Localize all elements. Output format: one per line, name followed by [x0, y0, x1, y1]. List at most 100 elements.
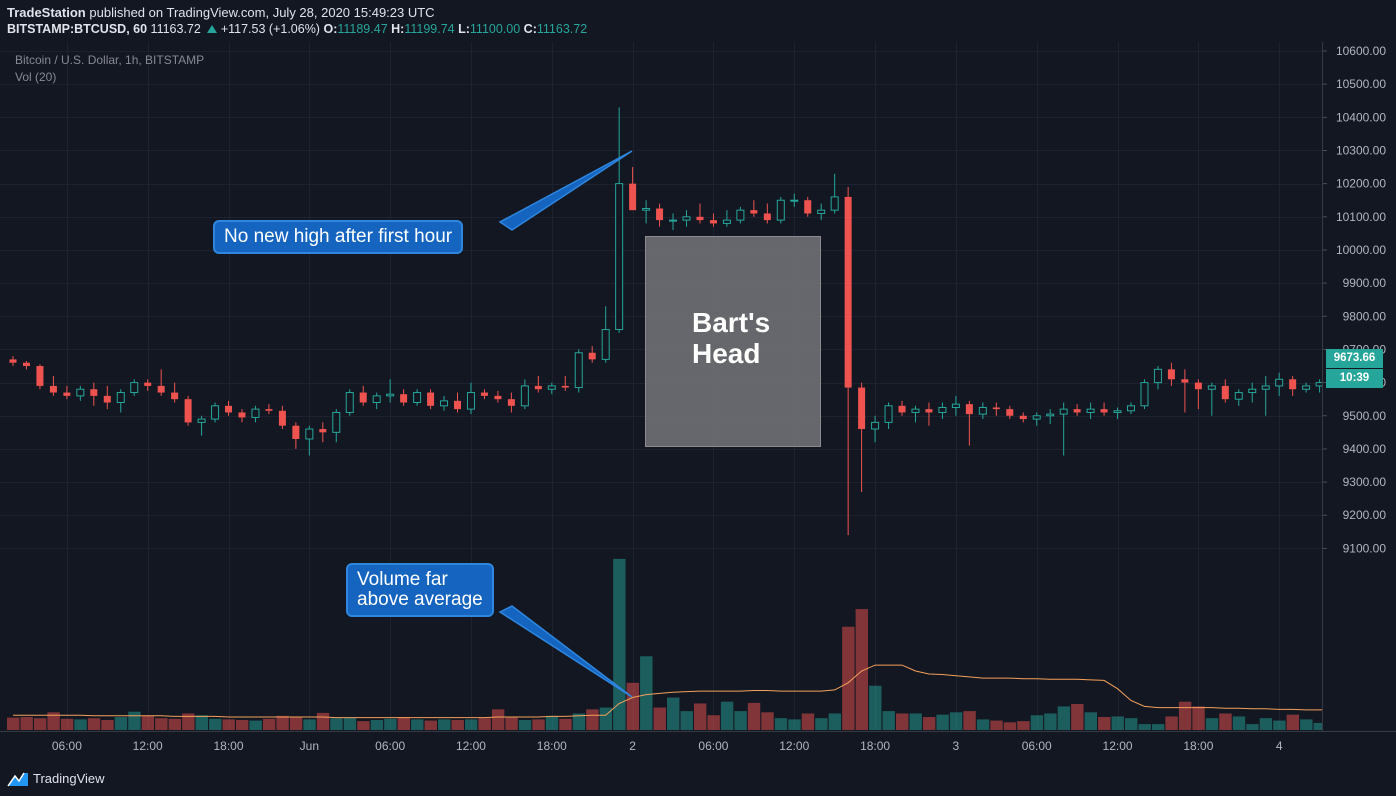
candle — [1059, 402, 1068, 456]
candle — [197, 415, 206, 436]
candle-body — [629, 183, 637, 211]
candle-body — [63, 392, 71, 396]
volume-bar — [855, 609, 869, 730]
candle-body — [90, 389, 98, 396]
candle-body — [709, 220, 717, 224]
candle — [642, 200, 651, 224]
candle — [36, 364, 44, 390]
barts-head-box[interactable]: Bart's Head — [645, 236, 821, 447]
candle-body — [858, 387, 866, 430]
volume-bar — [788, 719, 801, 730]
candle — [1261, 375, 1270, 416]
price-tick-label: 9500.00 — [1343, 409, 1387, 423]
high-value: 11199.74 — [404, 22, 455, 36]
time-tick-label: 12:00 — [133, 739, 163, 753]
footer: TradingView — [0, 764, 1396, 796]
time-tick-label: 3 — [953, 739, 960, 753]
last-price: 11163.72 — [150, 22, 201, 36]
series-legend[interactable]: Bitcoin / U.S. Dollar, 1h, BITSTAMP — [15, 53, 205, 67]
candle — [830, 173, 839, 214]
open-value: 11189.47 — [337, 22, 388, 36]
volume-bar — [1044, 713, 1057, 730]
symbol-label[interactable]: BITSTAMP:BTCUSD, 60 — [7, 22, 148, 36]
candle — [1181, 369, 1189, 413]
candle — [682, 210, 691, 227]
candle — [669, 213, 678, 231]
candle-body — [400, 394, 408, 403]
candle — [750, 200, 758, 217]
candle — [372, 392, 381, 410]
candle-body — [372, 395, 381, 403]
volume-bar — [1313, 722, 1326, 730]
candle-body — [413, 392, 422, 403]
candle-body — [1153, 368, 1162, 384]
candle-body — [319, 429, 327, 433]
candle-body — [386, 393, 395, 397]
candle-body — [804, 200, 812, 214]
volume-bar — [1057, 706, 1071, 730]
candle-body — [1207, 385, 1216, 390]
volume-bar — [1071, 704, 1084, 730]
candle-body — [656, 208, 664, 221]
candle — [480, 389, 488, 400]
volume-bar — [384, 718, 397, 730]
volume-legend[interactable]: Vol (20) — [15, 70, 57, 84]
low-label: L: — [458, 22, 470, 36]
candle — [116, 389, 125, 413]
candle — [696, 203, 704, 224]
volume-bar — [357, 721, 370, 730]
tradingview-brand[interactable]: TradingView — [33, 771, 105, 786]
volume-bar — [922, 717, 936, 730]
volume-bar — [316, 712, 330, 730]
volume-bar — [289, 717, 303, 730]
candle — [925, 402, 933, 426]
candle-body — [763, 213, 771, 221]
volume-bar — [47, 712, 60, 730]
candle — [144, 379, 152, 391]
volume-bar — [209, 718, 222, 730]
candle-body — [1167, 369, 1175, 380]
volume-bar — [1246, 724, 1259, 730]
publish-info: TradeStation published on TradingView.co… — [7, 5, 435, 20]
volume-bar — [734, 711, 747, 730]
volume-bar — [640, 656, 653, 730]
candle-body — [871, 421, 880, 430]
volume-bar — [87, 718, 101, 730]
candle — [507, 392, 515, 413]
candle — [534, 375, 542, 393]
chart-header: TradeStation published on TradingView.co… — [0, 0, 1396, 42]
volume-bar — [276, 715, 289, 730]
volume-bar — [1300, 719, 1313, 730]
candle — [709, 213, 717, 227]
price-tick-label: 10000.00 — [1336, 243, 1386, 257]
volume-bar — [599, 707, 613, 730]
candle — [22, 361, 30, 370]
tradingview-logo-icon[interactable] — [7, 770, 29, 788]
candle-body — [1006, 409, 1014, 416]
publisher-name[interactable]: TradeStation — [7, 5, 86, 20]
candle — [103, 385, 111, 410]
volume-bar — [60, 718, 74, 730]
candle-body — [1221, 385, 1229, 400]
candle-body — [359, 392, 367, 403]
volume-bar — [1286, 714, 1300, 730]
volume-bar — [626, 682, 640, 730]
candle — [884, 402, 893, 430]
volume-bar — [761, 712, 774, 730]
candle-body — [507, 399, 515, 406]
volume-bar — [155, 718, 168, 730]
bar-countdown-tag: 10:39 — [1326, 369, 1383, 388]
candle — [1248, 382, 1257, 403]
callout-volume[interactable]: Volume far above average — [346, 563, 494, 617]
close-label: C: — [523, 22, 537, 36]
candle-body — [22, 362, 30, 367]
time-axis[interactable]: 06:00 12:00 18:00 Jun 06:00 12:00 18:00 2 06:00 1… — [0, 731, 1396, 754]
candle-body — [76, 388, 85, 397]
callout-no-new-high[interactable]: No new high after first hour — [213, 220, 464, 254]
candle — [1006, 405, 1014, 420]
candle — [1113, 407, 1122, 420]
candle-body — [251, 408, 260, 418]
candle-body — [696, 216, 704, 221]
candle-body — [965, 404, 973, 415]
candle-body — [1032, 415, 1041, 420]
